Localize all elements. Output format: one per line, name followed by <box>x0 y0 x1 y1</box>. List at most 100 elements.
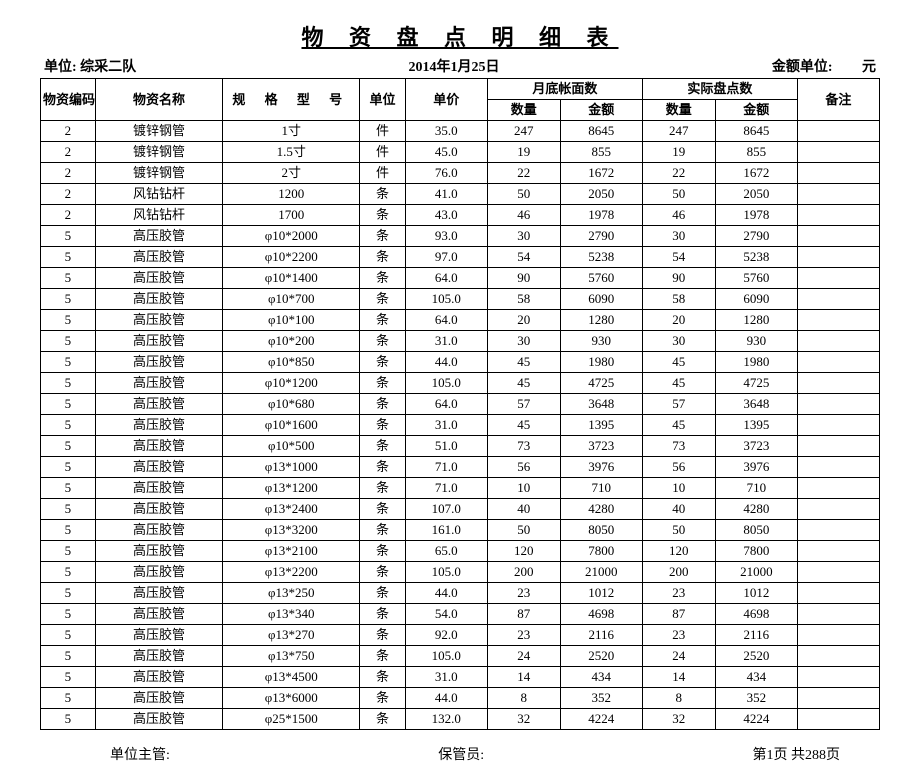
cell-name: 高压胶管 <box>95 310 223 331</box>
table-row: 2风钻钻杆1700条43.0461978461978 <box>41 205 880 226</box>
cell-code: 5 <box>41 709 96 730</box>
cell-unit: 条 <box>360 184 406 205</box>
cell-name: 高压胶管 <box>95 457 223 478</box>
cell-bq: 10 <box>487 478 560 499</box>
dept-value: 综采二队 <box>80 60 136 75</box>
cell-unit: 条 <box>360 646 406 667</box>
cell-spec: 1200 <box>223 184 360 205</box>
cell-spec: φ10*500 <box>223 436 360 457</box>
cell-ba: 1280 <box>560 310 642 331</box>
cell-ba: 4224 <box>560 709 642 730</box>
table-body: 2镀锌钢管1寸件35.0247864524786452镀锌钢管1.5寸件45.0… <box>41 121 880 730</box>
table-row: 5高压胶管φ13*2100条65.012078001207800 <box>41 541 880 562</box>
cell-aq: 20 <box>642 310 715 331</box>
table-row: 5高压胶管φ10*100条64.0201280201280 <box>41 310 880 331</box>
cell-name: 高压胶管 <box>95 709 223 730</box>
cell-r <box>797 268 879 289</box>
cell-aa: 4725 <box>715 373 797 394</box>
cell-ba: 8050 <box>560 520 642 541</box>
cell-spec: φ10*850 <box>223 352 360 373</box>
cell-price: 44.0 <box>405 352 487 373</box>
cell-name: 高压胶管 <box>95 541 223 562</box>
table-row: 5高压胶管φ10*1400条64.0905760905760 <box>41 268 880 289</box>
cell-unit: 条 <box>360 331 406 352</box>
cell-r <box>797 457 879 478</box>
cell-name: 高压胶管 <box>95 688 223 709</box>
cell-bq: 23 <box>487 583 560 604</box>
cell-aa: 710 <box>715 478 797 499</box>
cell-unit: 条 <box>360 352 406 373</box>
cell-code: 5 <box>41 331 96 352</box>
table-row: 5高压胶管φ13*4500条31.01443414434 <box>41 667 880 688</box>
cell-aq: 57 <box>642 394 715 415</box>
cell-r <box>797 667 879 688</box>
cell-bq: 20 <box>487 310 560 331</box>
cell-name: 高压胶管 <box>95 499 223 520</box>
cell-r <box>797 352 879 373</box>
cell-spec: 2寸 <box>223 163 360 184</box>
cell-aa: 855 <box>715 142 797 163</box>
cell-unit: 件 <box>360 163 406 184</box>
cell-aa: 21000 <box>715 562 797 583</box>
cell-spec: φ10*2200 <box>223 247 360 268</box>
cell-price: 97.0 <box>405 247 487 268</box>
cell-unit: 条 <box>360 562 406 583</box>
cell-ba: 3648 <box>560 394 642 415</box>
cell-unit: 条 <box>360 499 406 520</box>
cell-bq: 56 <box>487 457 560 478</box>
table-row: 5高压胶管φ10*1200条105.0454725454725 <box>41 373 880 394</box>
cell-unit: 条 <box>360 436 406 457</box>
cell-ba: 1012 <box>560 583 642 604</box>
cell-spec: φ13*750 <box>223 646 360 667</box>
cell-aq: 87 <box>642 604 715 625</box>
cell-price: 105.0 <box>405 562 487 583</box>
cell-price: 64.0 <box>405 310 487 331</box>
cell-bq: 32 <box>487 709 560 730</box>
cell-price: 105.0 <box>405 646 487 667</box>
cell-bq: 247 <box>487 121 560 142</box>
cell-aq: 73 <box>642 436 715 457</box>
cell-aa: 1395 <box>715 415 797 436</box>
footer-page: 第1页 共288页 <box>753 744 841 764</box>
cell-r <box>797 310 879 331</box>
footer-mgr: 单位主管: <box>110 744 170 764</box>
cell-ba: 434 <box>560 667 642 688</box>
cell-spec: φ10*680 <box>223 394 360 415</box>
cell-spec: φ13*250 <box>223 583 360 604</box>
cell-aa: 6090 <box>715 289 797 310</box>
cell-ba: 1978 <box>560 205 642 226</box>
cell-unit: 条 <box>360 541 406 562</box>
table-row: 5高压胶管φ13*340条54.0874698874698 <box>41 604 880 625</box>
cell-code: 5 <box>41 226 96 247</box>
cell-r <box>797 583 879 604</box>
cell-unit: 条 <box>360 625 406 646</box>
cell-aa: 8645 <box>715 121 797 142</box>
cell-aa: 2116 <box>715 625 797 646</box>
cell-name: 高压胶管 <box>95 562 223 583</box>
cell-ba: 5760 <box>560 268 642 289</box>
table-row: 5高压胶管φ13*270条92.0232116232116 <box>41 625 880 646</box>
cell-unit: 条 <box>360 205 406 226</box>
cell-aa: 3648 <box>715 394 797 415</box>
th-remark: 备注 <box>797 79 879 121</box>
table-row: 5高压胶管φ10*2200条97.0545238545238 <box>41 247 880 268</box>
cell-spec: φ13*340 <box>223 604 360 625</box>
cell-code: 5 <box>41 394 96 415</box>
cell-unit: 条 <box>360 394 406 415</box>
cell-spec: φ13*1000 <box>223 457 360 478</box>
cell-aa: 1672 <box>715 163 797 184</box>
cell-aa: 434 <box>715 667 797 688</box>
cell-bq: 45 <box>487 352 560 373</box>
cell-price: 45.0 <box>405 142 487 163</box>
cell-ba: 1672 <box>560 163 642 184</box>
cell-aq: 90 <box>642 268 715 289</box>
cell-unit: 条 <box>360 709 406 730</box>
cell-bq: 87 <box>487 604 560 625</box>
cell-code: 2 <box>41 142 96 163</box>
cell-aa: 2520 <box>715 646 797 667</box>
th-name: 物资名称 <box>95 79 223 121</box>
cell-r <box>797 688 879 709</box>
cell-ba: 4280 <box>560 499 642 520</box>
cell-name: 高压胶管 <box>95 436 223 457</box>
dept-label: 单位: <box>44 60 77 75</box>
